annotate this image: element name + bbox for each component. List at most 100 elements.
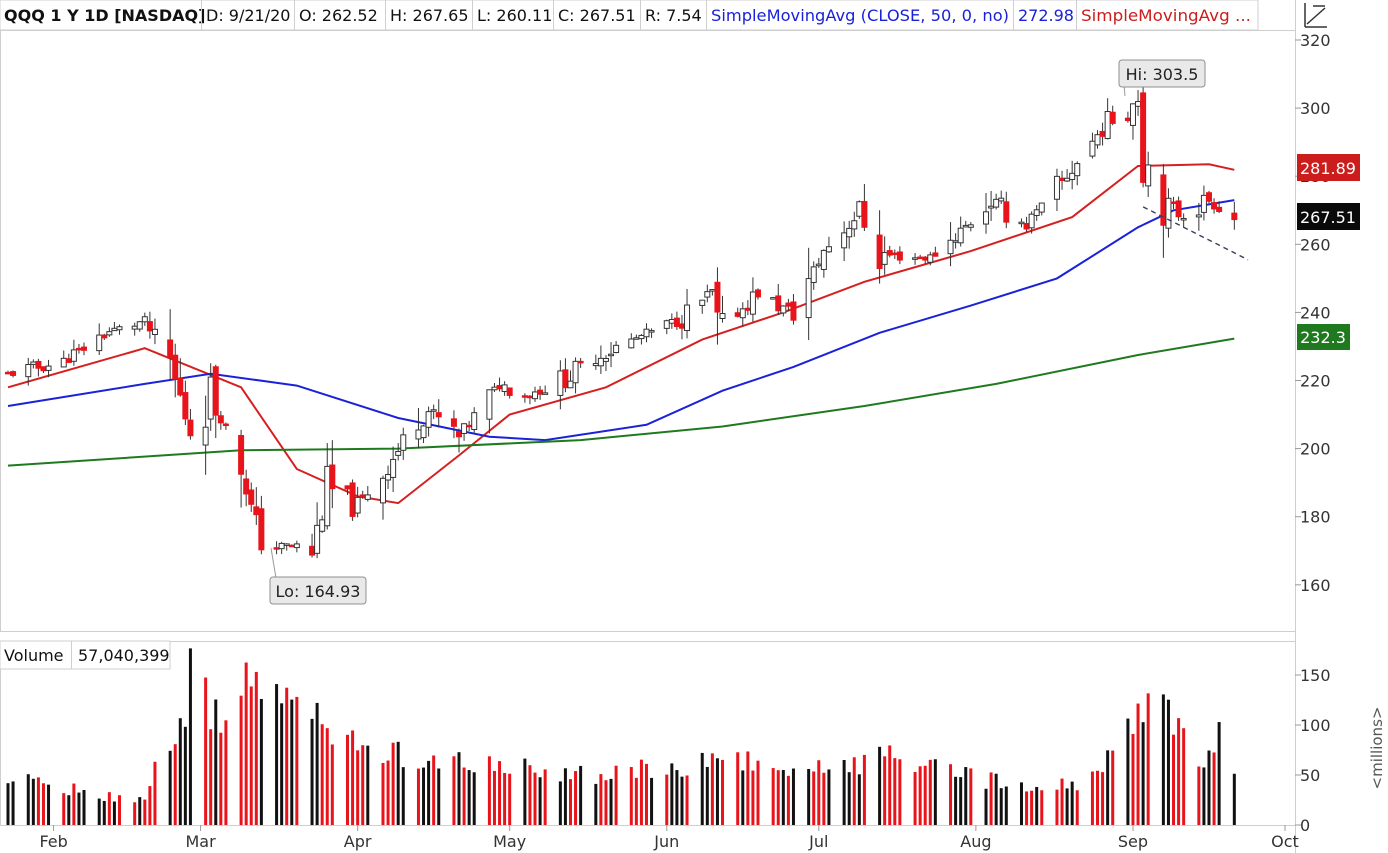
volume-bar: [361, 745, 365, 825]
volume-panel-frame: [0, 641, 1296, 826]
candle: [1135, 90, 1142, 116]
sma-50-line: [7, 199, 1235, 442]
candle: [390, 446, 397, 492]
volume-bar: [523, 758, 527, 825]
candle: [775, 283, 782, 315]
candle: [182, 380, 189, 426]
candle: [820, 249, 827, 278]
candle: [415, 407, 422, 449]
volume-bar: [1217, 722, 1221, 825]
volume-bar: [462, 767, 466, 825]
candle: [861, 183, 868, 232]
volume-bar: [888, 745, 892, 825]
candle: [562, 358, 569, 393]
volume-bar: [254, 671, 258, 825]
volume-bar: [36, 777, 40, 825]
volume-bar: [1070, 781, 1074, 825]
candle: [35, 358, 42, 377]
candle: [1216, 201, 1223, 214]
volume-bar: [538, 777, 542, 825]
volume-bar: [1055, 789, 1059, 825]
volume-bar: [1136, 703, 1140, 825]
volume-bar: [1004, 786, 1008, 825]
candle: [1180, 213, 1187, 228]
candle: [1069, 160, 1076, 190]
volume-bar: [842, 759, 846, 825]
candle: [400, 427, 407, 460]
candle: [30, 359, 37, 369]
volume-bar: [62, 793, 66, 825]
volume-bar: [827, 769, 831, 825]
candle: [45, 359, 52, 378]
volume-bar: [320, 724, 324, 825]
volume-bar: [168, 750, 172, 825]
date-tick-label: Jul: [808, 832, 828, 851]
date-tick-label: Aug: [960, 832, 991, 851]
volume-bar: [356, 750, 360, 825]
candle: [886, 245, 893, 258]
volume-bar: [609, 778, 613, 825]
candle: [998, 190, 1005, 204]
candle: [532, 386, 539, 402]
candle: [435, 399, 442, 428]
price-tick-label: 160: [1300, 576, 1331, 595]
price-tick-label: 300: [1300, 99, 1331, 118]
volume-bar: [1172, 734, 1176, 825]
volume-bar: [396, 741, 400, 825]
candle: [496, 377, 503, 392]
volume-bar: [1025, 791, 1029, 825]
volume-bar: [295, 696, 299, 825]
volume-bar: [1060, 778, 1064, 825]
volume-bar: [1131, 733, 1135, 825]
candle: [896, 246, 903, 265]
candle: [927, 251, 934, 266]
date-tick-label: Mar: [185, 832, 216, 851]
price-tick-label: 320: [1300, 31, 1331, 50]
volume-tick-label: 0: [1300, 816, 1310, 835]
candle: [106, 327, 113, 337]
header-date: D: 9/21/20: [206, 6, 290, 25]
candle: [212, 364, 219, 439]
volume-bar: [847, 772, 851, 825]
candle: [815, 257, 822, 268]
volume-bar: [1075, 790, 1079, 825]
volume-bar: [665, 774, 669, 825]
volume-bar: [457, 752, 461, 825]
candle: [542, 385, 549, 395]
volume-bar: [614, 765, 618, 825]
header-high: H: 267.65: [390, 6, 469, 25]
date-tick-label: Jun: [653, 832, 679, 851]
drawing-tools-icon[interactable]: [1304, 3, 1327, 28]
candle: [638, 333, 645, 345]
candle: [881, 236, 888, 275]
candle: [734, 307, 741, 318]
volume-bar: [543, 769, 547, 825]
volume-bar: [736, 752, 740, 825]
volume-bar: [1111, 750, 1115, 825]
candle: [385, 465, 392, 489]
volume-bar: [791, 768, 795, 825]
candle: [932, 246, 939, 257]
volume-bar: [432, 755, 436, 825]
volume-bar: [959, 777, 963, 825]
volume-bar: [776, 770, 780, 825]
volume-bar: [852, 757, 856, 825]
candle: [202, 395, 209, 475]
volume-bar: [898, 759, 902, 825]
green-sma-badge: 232.3: [1297, 324, 1350, 350]
volume-bar: [771, 768, 775, 825]
candle: [1104, 98, 1111, 140]
volume-bar: [1207, 750, 1211, 825]
volume-bars: [6, 648, 1236, 825]
volume-bar: [422, 767, 426, 825]
candle: [1028, 211, 1035, 234]
volume-bar: [102, 800, 106, 825]
volume-bar: [244, 662, 248, 825]
volume-label: Volume: [4, 646, 64, 665]
sma-other-label: SimpleMovingAvg ...: [1081, 6, 1251, 25]
sma50-label: SimpleMovingAvg (CLOSE, 50, 0, no): [711, 6, 1009, 25]
volume-bar: [862, 754, 866, 825]
candle: [101, 333, 108, 341]
volume-bar: [472, 772, 476, 825]
candle: [1003, 191, 1010, 229]
